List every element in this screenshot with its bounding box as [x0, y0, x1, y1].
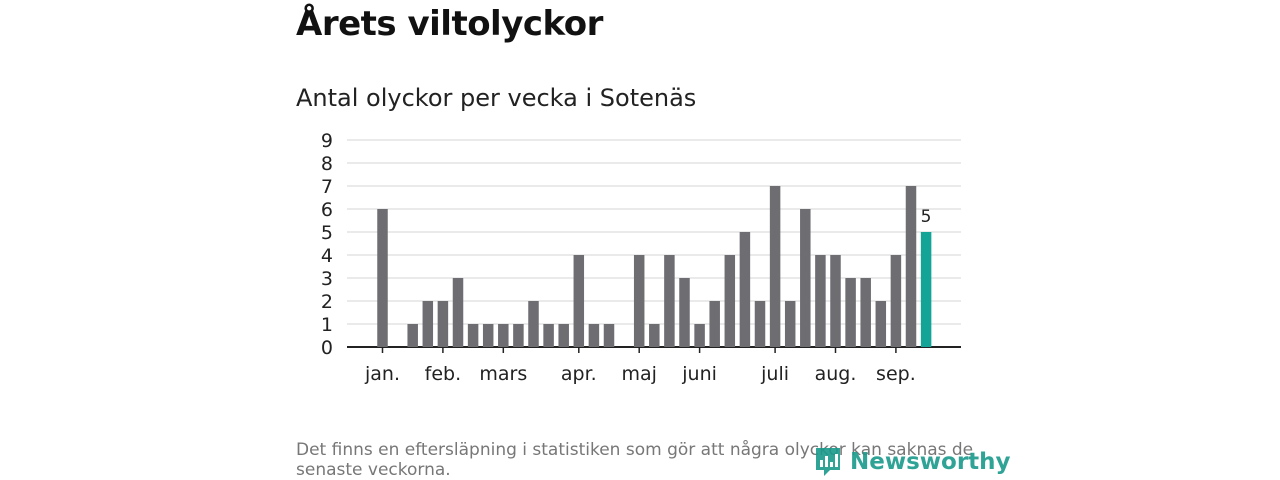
bar — [784, 301, 796, 347]
bar — [724, 255, 736, 347]
bar — [694, 324, 705, 347]
y-tick-label: 8 — [321, 153, 333, 175]
y-tick-label: 7 — [321, 176, 333, 198]
x-tick-label: sep. — [876, 363, 916, 385]
bar — [679, 278, 690, 347]
bar — [890, 255, 902, 347]
y-tick-label: 4 — [321, 245, 333, 267]
bar — [603, 324, 615, 347]
bar — [769, 186, 781, 347]
bar — [664, 255, 675, 347]
bar — [528, 301, 539, 347]
y-tick-label: 1 — [321, 314, 333, 336]
bar-highlight — [920, 232, 932, 347]
bar — [709, 301, 720, 347]
bars — [377, 186, 932, 347]
x-tick-label: maj — [621, 363, 656, 385]
bar — [754, 301, 766, 347]
x-tick-label: jan. — [364, 363, 400, 385]
bar — [800, 209, 811, 347]
y-tick-label: 5 — [321, 222, 333, 244]
data-label: 5 — [921, 207, 932, 227]
x-axis-ticks: jan. feb. mars apr. maj juni juli aug. sep. — [364, 347, 916, 385]
footnote: Det finns en eftersläpning i statistiken… — [296, 440, 974, 480]
newsworthy-logo: Newsworthy — [814, 446, 1011, 478]
x-tick-label: apr. — [561, 363, 597, 385]
bar — [633, 255, 645, 347]
x-tick-label: mars — [479, 363, 527, 385]
bar — [513, 324, 524, 347]
x-tick-label: juni — [681, 363, 717, 385]
brand-name: Newsworthy — [850, 449, 1011, 475]
y-tick-label: 9 — [321, 130, 333, 152]
bar — [422, 301, 434, 347]
data-labels: 5 — [921, 207, 932, 227]
bar — [905, 186, 917, 347]
bar — [452, 278, 464, 347]
x-tick-label: juli — [760, 363, 789, 385]
bar — [875, 301, 887, 347]
chart-title: Årets viltolyckor — [296, 4, 603, 44]
bar — [558, 324, 569, 347]
bar — [573, 255, 585, 347]
x-tick-label: aug. — [815, 363, 857, 385]
y-tick-label: 6 — [321, 199, 333, 221]
y-tick-label: 2 — [321, 291, 333, 313]
bar — [467, 324, 479, 347]
x-tick-label: feb. — [425, 363, 461, 385]
bar — [437, 301, 449, 347]
bar — [830, 255, 841, 347]
bar — [815, 255, 826, 347]
bar — [649, 324, 660, 347]
newsworthy-logo-icon — [816, 448, 840, 476]
y-tick-label: 3 — [321, 268, 333, 290]
bar — [739, 232, 751, 347]
bar — [543, 324, 554, 347]
chart-subtitle: Antal olyckor per vecka i Sotenäs — [296, 84, 697, 112]
bar — [407, 324, 418, 347]
y-tick-label: 0 — [321, 337, 333, 359]
bar — [845, 278, 856, 347]
bar — [588, 324, 600, 347]
bar — [498, 324, 509, 347]
bar — [482, 324, 494, 347]
grid-lines — [347, 139, 961, 348]
bar — [377, 209, 388, 347]
bar — [860, 278, 871, 347]
